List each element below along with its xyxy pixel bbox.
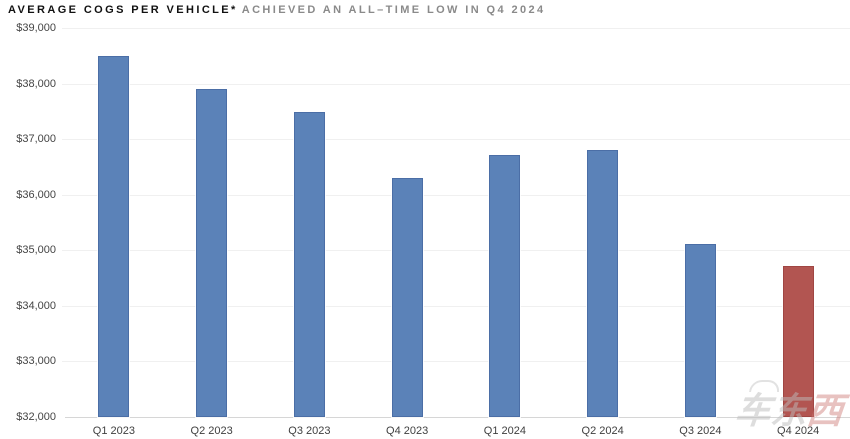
bar-q3-2024 [684, 244, 716, 417]
chart-title: AVERAGE COGS PER VEHICLE* ACHIEVED AN ALL… [8, 4, 546, 16]
gridline [62, 361, 850, 363]
y-axis-tick-label: $39,000 [16, 22, 56, 34]
bar-q1-2023 [98, 55, 130, 417]
x-axis-tick-label: Q2 2024 [581, 425, 624, 437]
bar-q4-2024 [782, 265, 814, 417]
x-axis-tick-label: Q1 2023 [92, 425, 135, 437]
y-axis-tick-label: $36,000 [16, 188, 56, 201]
chart-title-sub: ACHIEVED AN ALL–TIME LOW IN Q4 2024 [241, 4, 546, 16]
y-axis-tick-label: $32,000 [16, 411, 56, 423]
chart-title-main: AVERAGE COGS PER VEHICLE* [8, 4, 238, 16]
x-axis-tick-label: Q3 2023 [288, 425, 331, 437]
gridline [62, 28, 850, 29]
y-axis-tick-label: $35,000 [16, 244, 56, 257]
gridline [62, 305, 850, 307]
bar-q4-2023 [391, 178, 423, 417]
gridline [62, 139, 850, 141]
x-axis-tick-label: Q4 2023 [386, 425, 429, 437]
bar-q3-2023 [293, 111, 325, 417]
gridline [62, 194, 850, 196]
y-axis-tick-label: $34,000 [16, 299, 56, 312]
x-axis-tick-label: Q1 2024 [483, 425, 526, 437]
x-axis-tick-label: Q4 2024 [777, 425, 820, 437]
x-axis-line [65, 417, 850, 418]
y-axis-tick-label: $38,000 [16, 77, 56, 90]
x-axis-tick-label: Q3 2024 [679, 425, 722, 437]
gridline [62, 250, 850, 252]
bar-q2-2024 [587, 149, 619, 417]
bar-q1-2024 [489, 154, 521, 417]
y-axis-tick-label: $37,000 [16, 133, 56, 146]
bar-q2-2023 [196, 89, 228, 417]
y-axis-tick-label: $33,000 [16, 355, 56, 368]
gridline [62, 83, 850, 85]
x-axis-tick-label: Q2 2023 [190, 425, 233, 437]
